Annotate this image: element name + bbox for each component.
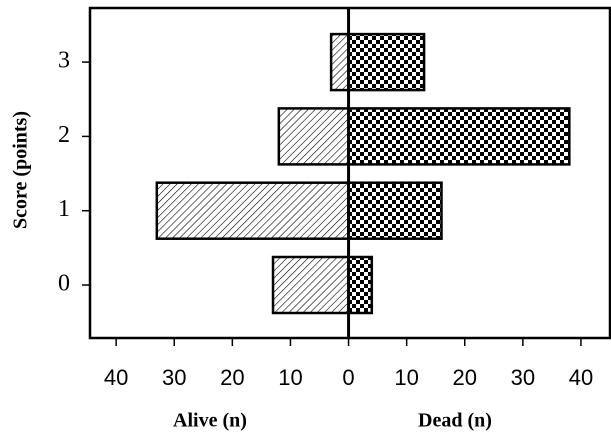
x-tick-label: 30	[511, 365, 535, 390]
bar	[347, 107, 571, 166]
x-tick-label: 40	[569, 365, 593, 390]
bar	[329, 32, 350, 92]
x-axis-label: Alive (n)	[173, 410, 247, 432]
plot-frame	[88, 6, 611, 340]
y-tick-label: 0	[58, 271, 70, 297]
x-tick-label: 20	[220, 365, 244, 390]
x-tick-label: 30	[162, 365, 186, 390]
bar	[347, 255, 374, 315]
bar	[347, 181, 443, 240]
y-axis-label: Score (points)	[10, 111, 32, 229]
x-tick-label: 20	[453, 365, 477, 390]
y-tick-label: 3	[58, 48, 70, 74]
bar	[271, 255, 350, 315]
bar	[155, 181, 350, 240]
x-tick-label: 40	[104, 365, 128, 390]
bar	[347, 32, 426, 92]
y-tick-label: 2	[58, 122, 70, 148]
x-tick-label: 10	[278, 365, 302, 390]
x-tick-label: 0	[342, 365, 354, 390]
bar	[277, 107, 350, 166]
x-axis-label: Dead (n)	[418, 410, 492, 432]
y-tick-label: 1	[58, 196, 70, 222]
x-tick-label: 10	[394, 365, 418, 390]
